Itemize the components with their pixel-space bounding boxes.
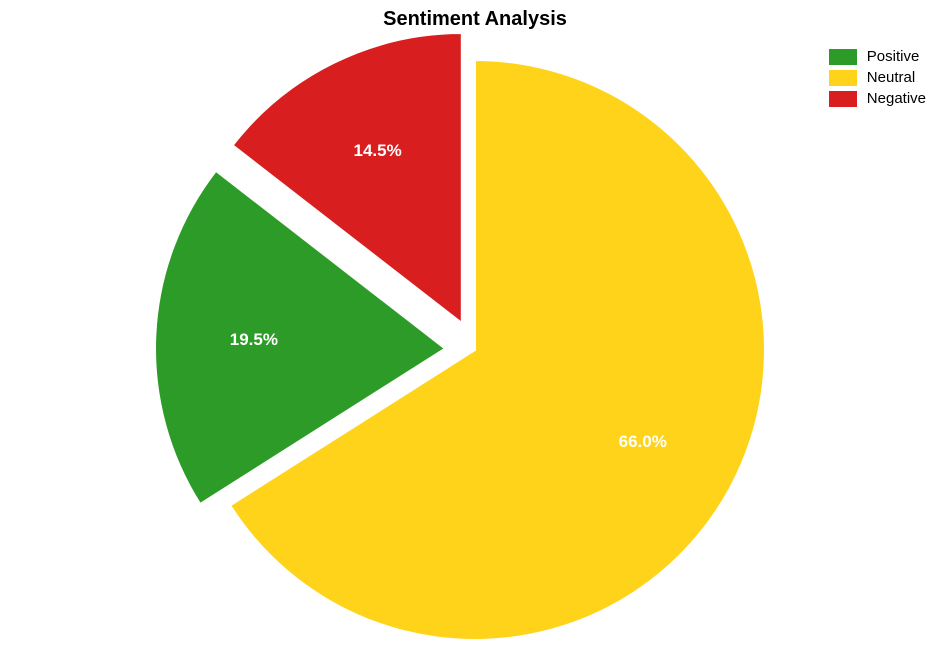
slice-label-positive: 19.5%	[230, 330, 278, 350]
sentiment-pie-chart: Sentiment Analysis PositiveNeutralNegati…	[0, 0, 950, 662]
legend-swatch-neutral	[829, 70, 857, 86]
legend-swatch-positive	[829, 49, 857, 65]
legend-label-negative: Negative	[867, 90, 926, 107]
legend-item-neutral: Neutral	[829, 69, 926, 86]
legend-swatch-negative	[829, 91, 857, 107]
legend-label-positive: Positive	[867, 48, 920, 65]
legend-item-positive: Positive	[829, 48, 926, 65]
slice-label-negative: 14.5%	[353, 141, 401, 161]
chart-legend: Positive Neutral Negative	[829, 48, 926, 111]
legend-label-neutral: Neutral	[867, 69, 915, 86]
slice-label-neutral: 66.0%	[619, 432, 667, 452]
pie-svg	[0, 0, 950, 662]
legend-item-negative: Negative	[829, 90, 926, 107]
